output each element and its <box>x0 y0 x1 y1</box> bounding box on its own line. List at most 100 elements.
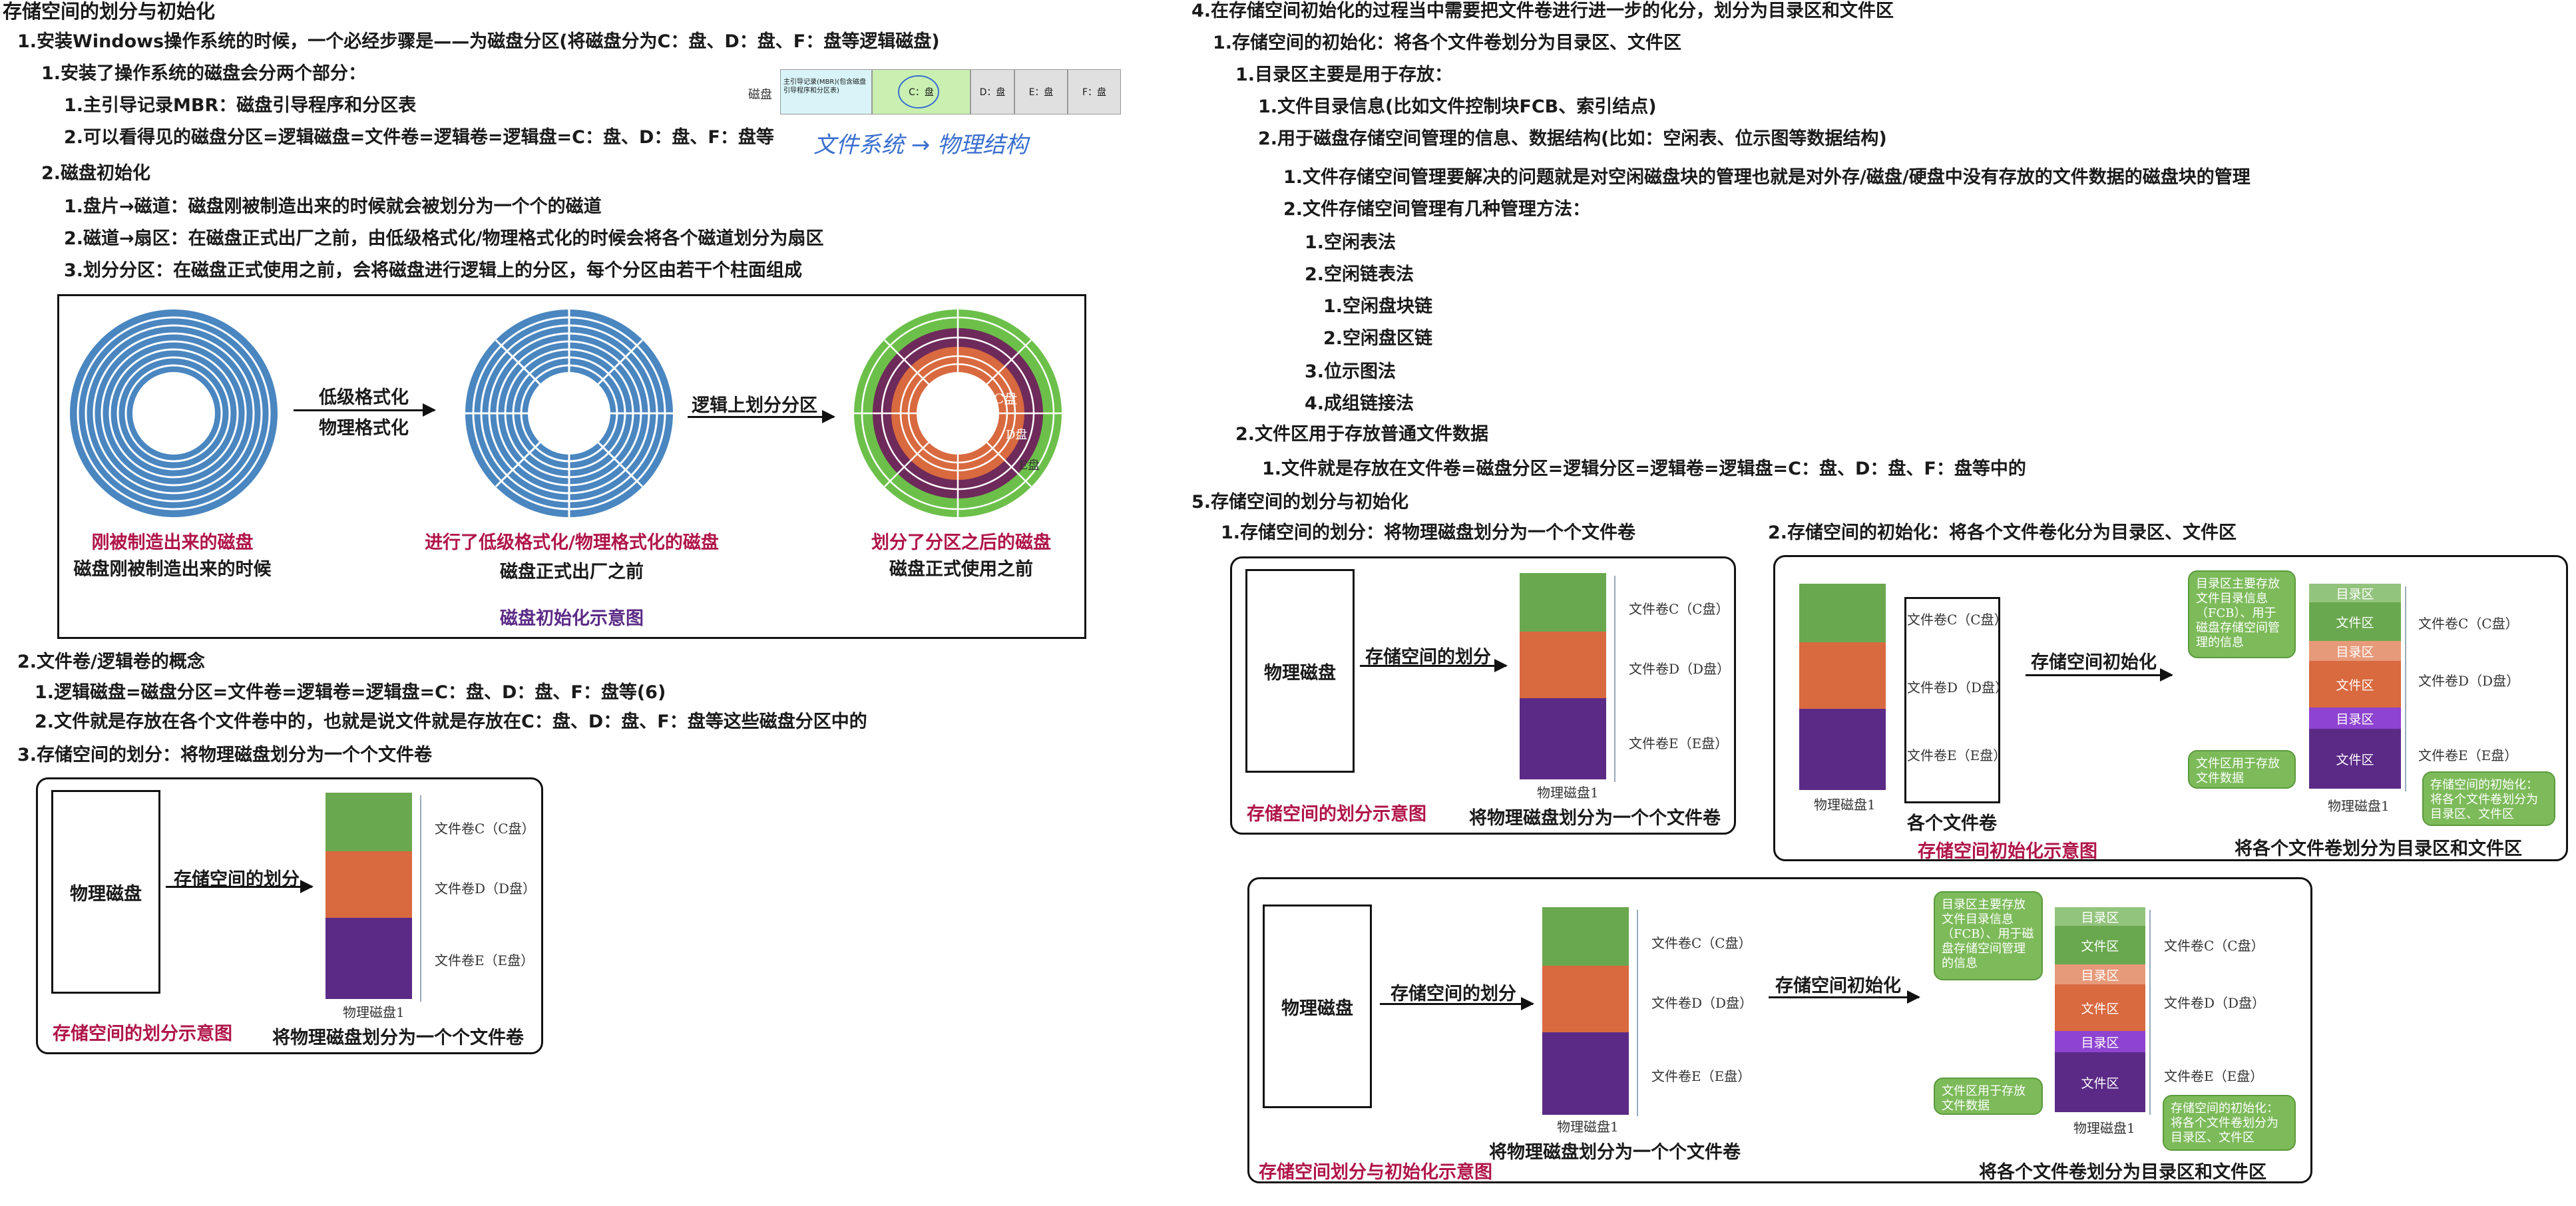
caption: 将各个文件卷划分为目录区和文件区 <box>2235 839 2522 859</box>
file-note: 文件区用于存放文件数据 <box>1934 1078 2043 1115</box>
outline-item: 1.主引导记录MBR：磁盘引导程序和分区表 <box>64 95 417 116</box>
disk-partition-bar: 磁盘 主引导记录(MBR)(包含磁盘引导程序和分区表) C：盘 D：盘 E：盘 … <box>743 69 1121 114</box>
outline-item: 1.安装Windows操作系统的时候，一个必经步骤是——为磁盘分区(将磁盘分为C… <box>17 31 940 52</box>
part-e-label: E盘 <box>1019 459 1040 473</box>
volume-e-label: 文件卷E（E盘） <box>1651 1068 1751 1084</box>
volume-e-label: 文件卷E（E盘） <box>2164 1068 2264 1084</box>
outline-item: 2.用于磁盘存储空间管理的信息、数据结构(比如：空闲表、位示图等数据结构) <box>1258 128 1887 149</box>
file-area-c: 文件区 <box>2309 602 2401 641</box>
handwritten-circle <box>898 75 939 108</box>
volume-d-seg <box>1799 642 1886 709</box>
init-arrow <box>2026 668 2173 682</box>
disk1-label: 物理磁盘1 <box>1814 797 1876 813</box>
outline-item: 2.空闲盘区链 <box>1323 328 1433 349</box>
file-area-e: 文件区 <box>2309 729 2401 789</box>
volume-d-seg <box>325 851 412 918</box>
volume-stack <box>1799 584 1886 790</box>
volume-c-seg <box>325 793 412 851</box>
outline-item: 1.目录区主要是用于存放： <box>1235 65 1453 85</box>
cap3-red: 划分了分区之后的磁盘 <box>871 532 1051 553</box>
outline-item: 1.存储空间的初始化：将各个文件卷划分为目录区、文件区 <box>1213 33 1682 53</box>
init-note: 存储空间的初始化：将各个文件卷划分为目录区、文件区 <box>2163 1095 2296 1151</box>
part-d-label: D盘 <box>1006 428 1028 442</box>
volume-stack <box>1542 907 1629 1115</box>
physical-disk-box: 物理磁盘 <box>1263 904 1372 1108</box>
volume-c-label: 文件卷C（C盘） <box>1651 935 1752 951</box>
init-arrow <box>1769 990 1920 1004</box>
volume-e-seg <box>1542 1032 1629 1115</box>
dir-area-c: 目录区 <box>2055 907 2145 926</box>
caption-red: 存储空间划分与初始化示意图 <box>1259 1162 1492 1183</box>
outline-item: 2.磁道→扇区：在磁盘正式出厂之前，由低级格式化/物理格式化的时候会将各个磁道划… <box>64 228 824 249</box>
outline-item: 2.可以看得见的磁盘分区=逻辑磁盘=文件卷=逻辑卷=逻辑盘=C：盘、D：盘、F：… <box>64 127 774 148</box>
division-arrow-label: 存储空间的划分 <box>1391 984 1516 1004</box>
cap2-red: 进行了低级格式化/物理格式化的磁盘 <box>425 532 719 553</box>
raw-disk-platter <box>70 309 278 517</box>
outline-item: 3.划分分区：在磁盘正式使用之前，会将磁盘进行逻辑上的分区，每个分区由若干个柱面… <box>64 260 803 281</box>
init-note: 存储空间的初始化：将各个文件卷划分为目录区、文件区 <box>2422 771 2555 826</box>
outline-item: 1.逻辑磁盘=磁盘分区=文件卷=逻辑卷=逻辑盘=C：盘、D：盘、F：盘等(6) <box>35 682 666 703</box>
disk1-label: 物理磁盘1 <box>1557 1119 1619 1135</box>
d-segment: D：盘 <box>970 69 1014 114</box>
partitioned-disk-platter <box>854 309 1062 517</box>
mbr-segment: 主引导记录(MBR)(包含磁盘引导程序和分区表) <box>780 69 872 114</box>
outline-item: 1.文件就是存放在文件卷=磁盘分区=逻辑分区=逻辑卷=逻辑盘=C：盘、D：盘、F… <box>1262 459 2026 479</box>
physical-disk-box: 物理磁盘 <box>51 790 160 994</box>
volume-bracket <box>1637 910 1642 1116</box>
arrow1-label-a: 低级格式化 <box>319 387 409 408</box>
outline-item: 3.位示图法 <box>1305 361 1396 382</box>
outline-item: 1.空闲盘块链 <box>1323 296 1433 317</box>
dir-note: 目录区主要存放文件目录信息（FCB）、用于磁盘存储空间管理的信息 <box>1934 891 2043 980</box>
volume-c-label: 文件卷C（C盘） <box>2164 938 2264 954</box>
left-title: 存储空间的划分与初始化 <box>3 0 216 23</box>
outline-item: 2.磁盘初始化 <box>41 163 151 184</box>
volume-c-seg <box>1799 584 1886 642</box>
outline-item: 2.文件存储空间管理有几种管理方法： <box>1283 199 1591 220</box>
volume-e-seg <box>325 918 412 999</box>
volume-e-label: 文件卷E（E盘） <box>1629 735 1729 751</box>
division-arrow <box>1380 997 1534 1010</box>
file-area-d: 文件区 <box>2055 984 2145 1031</box>
outline-item: 1.盘片→磁道：磁盘刚被制造出来的时候就会被划分为一个个的磁道 <box>64 196 602 217</box>
volume-stack <box>1520 573 1606 779</box>
dir-area-c: 目录区 <box>2309 584 2401 602</box>
cap2: 磁盘正式出厂之前 <box>500 562 644 582</box>
arrow1 <box>294 403 436 417</box>
volume-c-label: 文件卷C（C盘） <box>2418 616 2519 632</box>
cap1: 磁盘刚被制造出来的时候 <box>73 559 272 580</box>
outline-item: 1.存储空间的划分：将物理磁盘划分为一个个文件卷 <box>1221 522 1636 543</box>
each-volume-box <box>1904 597 2000 803</box>
volume-d-label: 文件卷D（D盘） <box>1907 680 2009 696</box>
division-figure-right: 物理磁盘 存储空间的划分 文件卷C（C盘） 文件卷D（D盘） 文件卷E（E盘） … <box>1230 556 1736 835</box>
caption: 将各个文件卷划分为目录区和文件区 <box>1979 1162 2266 1183</box>
disk1-label: 物理磁盘1 <box>1537 785 1599 801</box>
volume-d-seg <box>1542 966 1629 1032</box>
outline-item: 2.文件就是存放在各个文件卷中的，也就是说文件就是存放在C：盘、D：盘、F：盘等… <box>35 711 867 732</box>
arrow2 <box>688 410 835 423</box>
cap1-red: 刚被制造出来的磁盘 <box>91 532 254 553</box>
disk-bar-label: 磁盘 <box>748 88 772 102</box>
division-arrow-label: 存储空间的划分 <box>1365 647 1491 668</box>
outline-item: 2.文件区用于存放普通文件数据 <box>1235 424 1489 445</box>
init-arrow-label: 存储空间初始化 <box>1775 976 1901 996</box>
dir-area-d: 目录区 <box>2309 641 2401 661</box>
caption: 将物理磁盘划分为一个个文件卷 <box>1469 808 1721 829</box>
outline-item: 5.存储空间的划分与初始化 <box>1191 492 1409 512</box>
caption-red: 存储空间的划分示意图 <box>53 1024 232 1044</box>
outline-item: 1.空闲表法 <box>1305 232 1396 253</box>
volume-d-seg <box>1520 632 1606 698</box>
disk1-label: 物理磁盘1 <box>2328 798 2390 814</box>
each-volume-caption: 各个文件卷 <box>1907 813 1997 834</box>
e-segment: E：盘 <box>1014 69 1068 114</box>
arrow1-label-b: 物理格式化 <box>319 418 409 439</box>
volume-e-seg <box>1520 698 1606 779</box>
file-note: 文件区用于存放文件数据 <box>2188 750 2296 789</box>
dir-file-stack: 目录区 文件区 目录区 文件区 目录区 文件区 <box>2309 584 2401 789</box>
file-area-e: 文件区 <box>2055 1052 2145 1112</box>
middle-caption: 将物理磁盘划分为一个个文件卷 <box>1489 1142 1741 1163</box>
init-figure: 文件卷C（C盘） 文件卷D（D盘） 文件卷E（E盘） 物理磁盘1 各个文件卷 存… <box>1773 555 2568 862</box>
cap3: 磁盘正式使用之前 <box>889 559 1033 580</box>
outline-item: 4.成组链接法 <box>1305 393 1414 414</box>
volume-bracket <box>420 795 425 1002</box>
division-arrow <box>166 880 314 893</box>
